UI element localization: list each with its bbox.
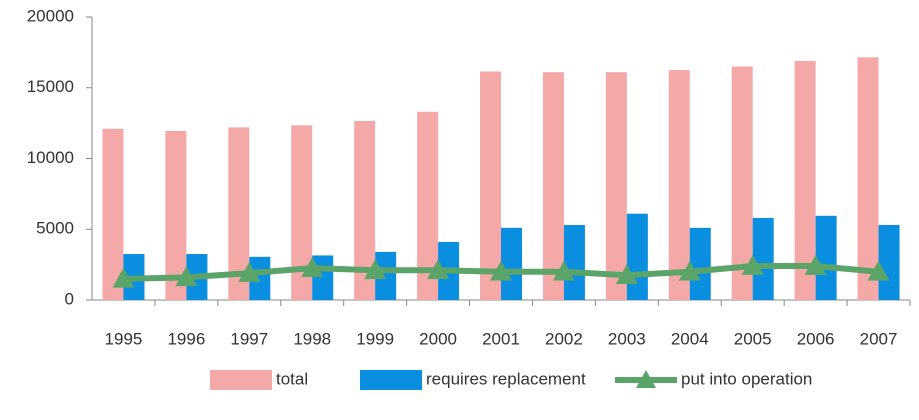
bar — [102, 128, 124, 300]
marker — [615, 264, 638, 285]
bar — [563, 225, 585, 300]
bar — [375, 251, 397, 300]
bar — [354, 121, 376, 300]
bar — [291, 125, 313, 300]
bar — [752, 217, 774, 300]
marker — [301, 257, 324, 277]
x-tick-label: 1999 — [356, 329, 394, 348]
x-tick-label: 1997 — [230, 329, 268, 348]
x-tick-label: 1996 — [167, 329, 205, 348]
x-tick-label: 1995 — [105, 329, 143, 348]
marker — [678, 260, 701, 281]
bar — [668, 70, 690, 300]
x-tick-label: 2003 — [608, 329, 646, 348]
bar — [689, 227, 711, 300]
bar — [249, 256, 271, 300]
x-tick-label: 2007 — [860, 329, 898, 348]
y-tick-label: 15000 — [27, 77, 74, 96]
marker — [552, 260, 575, 281]
y-tick-label: 0 — [65, 289, 74, 308]
x-tick-label: 2000 — [419, 329, 457, 348]
bar — [312, 255, 334, 300]
bar — [626, 213, 648, 300]
marker — [427, 259, 450, 280]
marker — [364, 259, 387, 280]
y-tick-label: 10000 — [27, 148, 74, 167]
x-tick-label: 2006 — [797, 329, 835, 348]
bar — [542, 72, 564, 300]
marker — [238, 262, 261, 282]
marker — [741, 255, 764, 275]
marker — [867, 260, 890, 281]
legend-label: put into operation — [681, 369, 812, 388]
x-tick-label: 2001 — [482, 329, 520, 348]
x-tick-label: 1998 — [293, 329, 331, 348]
bar — [501, 227, 522, 300]
y-tick-label: 5000 — [36, 219, 74, 238]
bar — [857, 57, 879, 300]
bar — [731, 66, 753, 301]
legend-swatch — [210, 370, 272, 390]
legend-marker — [636, 370, 656, 388]
marker — [490, 260, 512, 281]
marker — [112, 267, 135, 288]
bar — [228, 127, 250, 301]
y-tick-label: 20000 — [27, 6, 74, 25]
bar — [815, 215, 837, 300]
bar — [794, 60, 816, 300]
bar — [878, 225, 900, 300]
bar — [417, 111, 439, 301]
marker — [175, 266, 198, 287]
marker — [804, 255, 827, 275]
bar — [480, 71, 501, 300]
legend-label: total — [276, 369, 308, 388]
bar — [165, 130, 187, 300]
bar — [605, 72, 627, 300]
x-tick-label: 2005 — [734, 329, 772, 348]
x-tick-label: 2004 — [671, 329, 709, 348]
legend-swatch — [360, 370, 422, 390]
legend-label: requires replacement — [426, 369, 586, 388]
x-tick-label: 2002 — [545, 329, 583, 348]
